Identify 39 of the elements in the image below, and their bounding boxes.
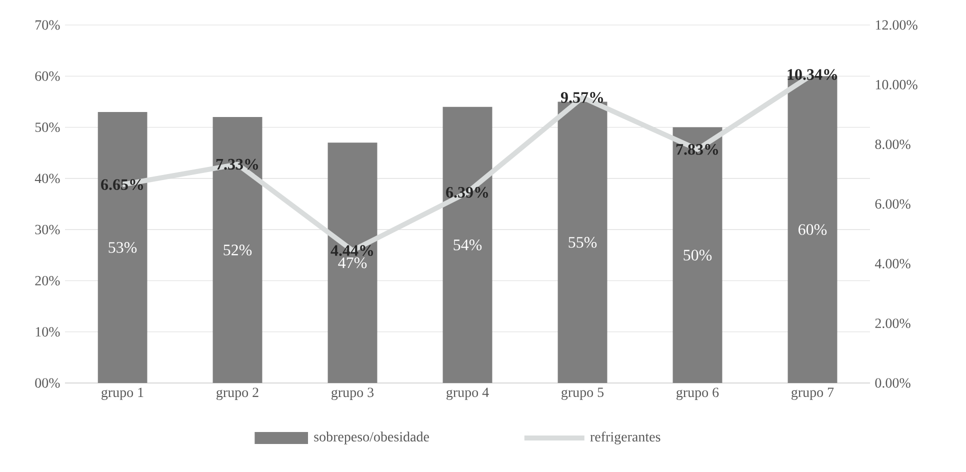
y-tick-label: 30%	[35, 224, 60, 234]
data-label: 60%	[798, 224, 827, 235]
x-tick-label: grupo 7	[792, 388, 834, 400]
bar	[328, 142, 378, 383]
bar	[558, 102, 608, 383]
data-label: 52%	[224, 244, 252, 256]
y2-tick-label: 10.00%	[876, 80, 918, 90]
y2-tick-label: 12.00%	[876, 20, 918, 30]
data-label: 6.65%	[101, 179, 143, 190]
x-tick-label: grupo 2	[216, 388, 258, 400]
y2-tick-label: 8.00%	[875, 140, 910, 150]
y2-tick-label: 0.00%	[875, 378, 910, 388]
data-label: 9.57%	[560, 92, 603, 103]
y-tick-label: 10%	[36, 327, 60, 337]
y-tick-label: 40%	[34, 174, 60, 184]
x-tick-label: grupo 6	[676, 388, 719, 400]
legend-label: sobrepeso/obesidade	[314, 432, 429, 444]
bar	[672, 127, 722, 383]
data-label: 55%	[568, 236, 597, 248]
data-label: 50%	[684, 250, 712, 261]
y-tick-label: 70%	[36, 20, 60, 30]
data-label: 47%	[338, 257, 367, 268]
data-label: 54%	[454, 239, 482, 250]
data-label: 53%	[108, 242, 137, 253]
x-tick-label: grupo 5	[562, 388, 604, 400]
y-tick-label: 50%	[35, 122, 60, 132]
y-tick-label: 20%	[35, 276, 60, 286]
y2-tick-label: 4.00%	[874, 258, 910, 268]
y2-tick-label: 6.00%	[875, 199, 910, 209]
bar	[212, 117, 262, 383]
y2-tick-label: 2.00%	[875, 318, 910, 328]
x-tick-label: grupo 3	[332, 388, 374, 400]
y-tick-label: 00%	[35, 378, 60, 388]
bar	[98, 112, 148, 383]
legend-label: refrigerantes	[590, 432, 660, 444]
bar	[442, 106, 492, 383]
x-tick-label: grupo 1	[102, 388, 144, 400]
x-tick-label: grupo 4	[446, 388, 489, 400]
y-tick-label: 60%	[35, 71, 60, 81]
